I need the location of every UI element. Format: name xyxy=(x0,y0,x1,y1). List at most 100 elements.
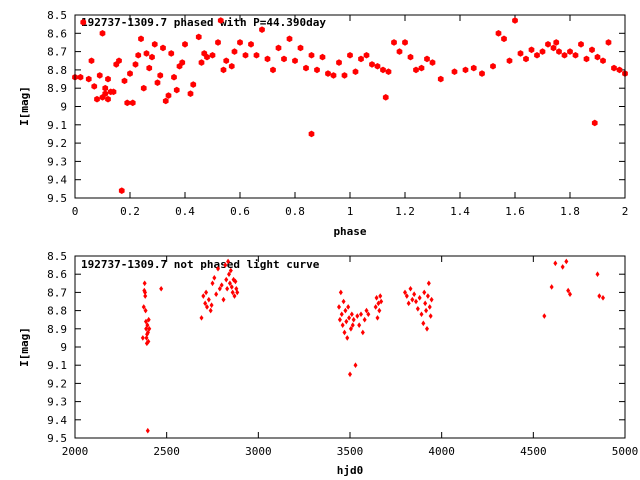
unphased-chart-data-point xyxy=(337,304,341,310)
unphased-chart-data-point xyxy=(408,285,413,292)
unphased-chart-data-point xyxy=(542,313,547,319)
phased-chart: 192737-1309.7 phased with P=44.390day 8.… xyxy=(18,9,628,238)
phased-chart-ytick-label: 9.3 xyxy=(47,155,67,168)
unphased-chart-data-point xyxy=(206,296,211,303)
phased-chart-data-point xyxy=(591,119,598,127)
unphased-chart-data-point xyxy=(426,280,431,287)
phased-chart-data-point xyxy=(237,39,243,46)
phased-chart-data-point xyxy=(380,66,386,74)
unphased-chart-data-point xyxy=(427,304,432,310)
phased-chart-data-point xyxy=(171,73,177,81)
unphased-chart-xtick-label: 2500 xyxy=(153,445,180,458)
phased-chart-data-point xyxy=(209,51,216,59)
unphased-chart-data-point xyxy=(375,315,380,321)
unphased-chart-data-point xyxy=(410,296,415,303)
phased-chart-data-point xyxy=(319,53,326,61)
phased-chart-data-point xyxy=(418,64,425,72)
phased-chart-data-point xyxy=(228,62,235,70)
phased-chart-data-point xyxy=(308,130,315,138)
phased-chart-ytick-label: 8.9 xyxy=(47,82,67,95)
phased-chart-data-point xyxy=(138,35,144,43)
unphased-chart-data-point xyxy=(142,287,147,294)
phased-chart-data-point xyxy=(157,72,164,79)
unphased-chart-xtick-label: 5000 xyxy=(612,445,639,458)
phased-chart-data-point xyxy=(80,19,87,26)
phased-chart-data-point xyxy=(556,48,562,55)
phased-chart-data-point xyxy=(605,39,612,46)
phased-chart-data-point xyxy=(470,64,477,72)
phased-chart-ytick-label: 9.2 xyxy=(47,137,67,150)
phased-chart-data-point xyxy=(151,40,158,48)
unphased-chart-data-point xyxy=(366,311,371,318)
phased-chart-data-point xyxy=(308,51,315,59)
phased-chart-data-point xyxy=(85,75,92,83)
phased-chart-data-point xyxy=(539,48,546,55)
unphased-chart-data-point xyxy=(142,280,147,287)
phased-chart-data-point xyxy=(347,51,353,59)
phased-chart-data-point xyxy=(88,57,95,65)
phased-chart-data-point xyxy=(517,50,524,57)
unphased-chart-data-point xyxy=(601,295,605,301)
unphased-chart-data-point xyxy=(201,293,206,299)
phased-chart-data-point xyxy=(336,59,342,66)
phased-chart-data-point xyxy=(479,70,485,77)
unphased-chart-data-point xyxy=(568,291,572,298)
unphased-chart-xtick-label: 2000 xyxy=(62,445,89,458)
unphased-chart-data-point xyxy=(144,335,149,341)
unphased-chart-data-point xyxy=(219,282,224,288)
unphased-chart-data-point xyxy=(145,427,150,434)
phased-chart-data-point xyxy=(220,66,227,74)
phased-chart-data-point xyxy=(195,33,202,41)
phased-chart-data-point xyxy=(140,84,147,92)
phased-chart-data-point xyxy=(616,66,623,74)
unphased-chart-data-point xyxy=(379,298,384,305)
unphased-chart-data-point xyxy=(417,295,422,301)
phased-chart-data-point xyxy=(204,53,210,61)
phased-chart-data-point xyxy=(118,187,125,194)
phased-chart-data-point xyxy=(248,40,254,48)
phased-chart-title: 192737-1309.7 phased with P=44.390day xyxy=(81,16,326,29)
unphased-chart-ytick-label: 8.5 xyxy=(47,250,67,263)
phased-chart-ylabel: I[mag] xyxy=(18,86,31,126)
unphased-chart-data-point xyxy=(345,335,350,341)
phased-chart-data-point xyxy=(534,51,540,59)
phased-chart-data-point xyxy=(146,64,153,72)
unphased-chart-data-point xyxy=(143,307,148,314)
unphased-chart-ytick-label: 8.7 xyxy=(47,286,67,299)
phased-chart-data-point xyxy=(292,57,298,65)
unphased-chart-data-point xyxy=(224,276,229,283)
unphased-chart-ytick-label: 8.6 xyxy=(47,268,67,281)
phased-chart-ytick-label: 8.5 xyxy=(47,9,67,22)
unphased-chart-data-point xyxy=(338,289,343,296)
phased-chart-data-point xyxy=(561,51,568,59)
phased-chart-xlabel: phase xyxy=(333,225,366,238)
phased-chart-data-point xyxy=(358,55,364,63)
unphased-chart-data-point xyxy=(349,311,354,318)
unphased-chart-data-point xyxy=(425,293,430,299)
phased-chart-ytick-label: 9.5 xyxy=(47,192,67,205)
phased-chart-data-point xyxy=(528,46,535,54)
unphased-chart-data-point xyxy=(424,307,429,314)
unphased-chart-xtick-label: 3500 xyxy=(337,445,364,458)
unphased-chart-ytick-label: 9.4 xyxy=(47,414,67,427)
unphased-chart-data-point xyxy=(227,271,231,277)
unphased-chart-data-point xyxy=(227,280,232,287)
phased-chart-data-point xyxy=(382,94,389,101)
phased-chart-data-point xyxy=(402,39,408,46)
phased-chart-data-point xyxy=(99,30,106,37)
unphased-chart-data-point xyxy=(348,371,352,378)
unphased-chart-data-point xyxy=(230,289,235,296)
phased-chart-data-point xyxy=(396,48,403,55)
unphased-chart-data-point xyxy=(560,264,565,270)
phased-chart-data-point xyxy=(495,30,502,37)
phased-chart-data-point xyxy=(512,17,518,24)
unphased-chart-data-point xyxy=(344,318,349,325)
unphased-chart-data-point xyxy=(143,293,148,299)
unphased-chart-xtick-label: 3000 xyxy=(245,445,272,458)
phased-chart-xtick-label: 0.8 xyxy=(285,205,305,218)
unphased-chart: 192737-1309.7 not phased light curve 8.5… xyxy=(18,250,638,477)
phased-chart-data-point xyxy=(330,72,337,79)
unphased-chart-data-point xyxy=(340,322,345,328)
phased-chart-data-point xyxy=(567,48,573,55)
phased-chart-data-point xyxy=(451,68,458,76)
